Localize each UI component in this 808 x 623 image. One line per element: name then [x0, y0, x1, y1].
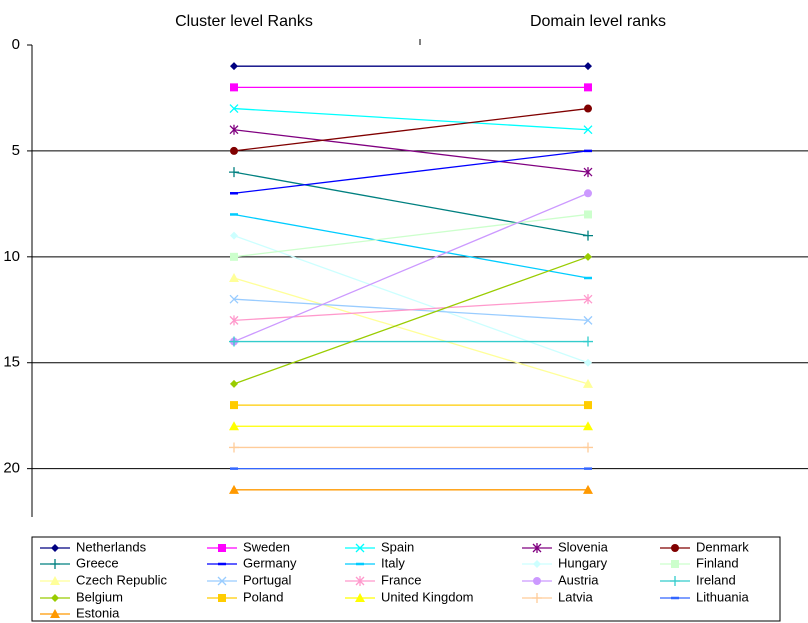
y-tick-label: 10	[3, 248, 20, 265]
legend-box	[31, 536, 781, 622]
marker	[229, 421, 239, 431]
y-tick-label: 20	[3, 460, 20, 477]
marker	[230, 83, 238, 92]
legend-label: Slovenia	[558, 539, 609, 554]
series-line	[233, 129, 589, 173]
legend-label: Latvia	[558, 589, 593, 604]
marker	[583, 230, 593, 241]
marker	[671, 544, 679, 552]
marker	[355, 593, 365, 602]
series-line	[233, 213, 589, 258]
marker	[584, 401, 592, 410]
legend-label: Italy	[381, 555, 405, 570]
series-line	[233, 107, 589, 131]
marker	[533, 577, 541, 585]
category-label: Domain level ranks	[530, 13, 666, 30]
legend-label: Germany	[243, 555, 297, 570]
marker	[584, 210, 592, 219]
marker	[584, 358, 592, 367]
y-tick-label: 0	[12, 36, 20, 53]
marker	[229, 294, 239, 304]
marker	[533, 560, 541, 568]
y-tick-label: 15	[3, 354, 20, 371]
series-line	[233, 107, 589, 152]
legend-label: Austria	[558, 572, 599, 587]
marker	[584, 62, 592, 71]
marker	[229, 273, 239, 282]
marker	[671, 560, 679, 568]
y-tick-label: 5	[12, 142, 20, 159]
marker	[532, 593, 542, 603]
marker	[229, 315, 239, 326]
marker	[229, 124, 239, 135]
marker	[229, 442, 239, 453]
marker	[584, 83, 592, 92]
marker	[217, 576, 227, 586]
series-line	[233, 171, 589, 237]
marker	[218, 594, 226, 602]
marker	[583, 315, 593, 325]
marker	[583, 378, 593, 388]
marker	[583, 442, 593, 453]
legend-label: Denmark	[696, 539, 749, 554]
legend-label: Sweden	[243, 539, 290, 554]
marker	[230, 62, 238, 71]
legend-label: Belgium	[76, 589, 123, 604]
marker	[230, 252, 238, 261]
marker	[230, 146, 238, 155]
marker	[355, 543, 365, 553]
series-line	[233, 256, 589, 385]
legend-label: United Kingdom	[381, 589, 474, 604]
marker	[230, 379, 238, 388]
legend-label: Finland	[696, 555, 739, 570]
marker	[532, 543, 542, 553]
series-line	[233, 235, 589, 364]
legend: Netherlands Sweden Spain Slovenia Denmark Gre…	[40, 539, 750, 620]
marker	[50, 609, 60, 618]
marker	[583, 484, 593, 494]
legend-label: Estonia	[76, 605, 120, 620]
legend-label: Czech Republic	[76, 572, 168, 587]
marker	[50, 576, 60, 585]
series-line	[233, 192, 589, 343]
legend-label: France	[381, 572, 421, 587]
marker	[584, 104, 592, 113]
marker	[218, 544, 226, 552]
legend-label: Lithuania	[696, 589, 750, 604]
marker	[584, 252, 592, 261]
series-line	[233, 277, 589, 385]
legend-label: Ireland	[696, 572, 736, 587]
marker	[355, 576, 365, 586]
legend-label: Portugal	[243, 572, 292, 587]
marker	[583, 421, 593, 431]
category-label: Cluster level Ranks	[175, 13, 313, 30]
marker	[229, 484, 239, 494]
marker	[583, 125, 593, 135]
legend-label: Greece	[76, 555, 119, 570]
marker	[670, 576, 680, 586]
marker	[229, 104, 239, 114]
marker	[51, 594, 59, 602]
marker	[583, 167, 593, 178]
marker	[50, 559, 60, 569]
marker	[583, 294, 593, 305]
series-line	[233, 150, 589, 194]
marker	[229, 336, 239, 347]
legend-label: Poland	[243, 589, 283, 604]
marker	[583, 336, 593, 347]
marker	[584, 189, 592, 198]
legend-label: Spain	[381, 539, 414, 554]
series-line	[233, 213, 589, 279]
marker	[230, 231, 238, 240]
marker	[230, 401, 238, 410]
marker	[229, 167, 239, 178]
legend-label: Netherlands	[76, 539, 147, 554]
legend-label: Hungary	[558, 555, 608, 570]
marker	[51, 544, 59, 552]
